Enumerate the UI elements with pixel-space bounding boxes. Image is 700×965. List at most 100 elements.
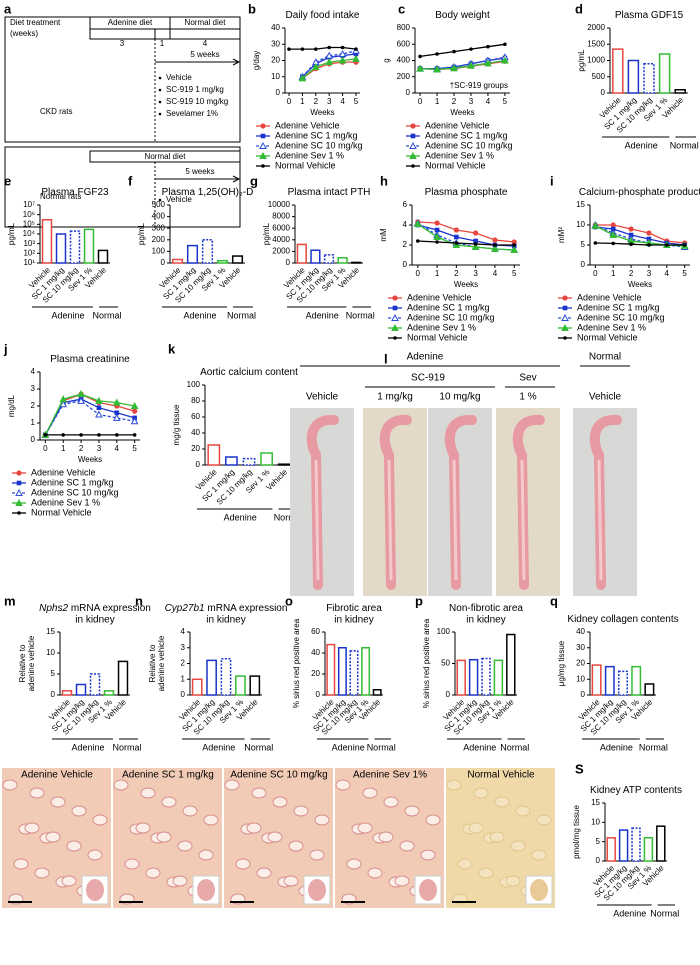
marker xyxy=(452,49,456,54)
legend-label: Adenine Vehicle xyxy=(425,120,490,130)
marker xyxy=(130,401,139,409)
marker xyxy=(609,230,618,238)
tubule xyxy=(156,831,172,843)
panel-label: f xyxy=(128,173,133,188)
y-tick-label: 8000 xyxy=(272,212,290,221)
marker xyxy=(591,221,600,229)
marker xyxy=(352,54,360,62)
x-tick-label: 4 xyxy=(486,97,491,106)
bar xyxy=(231,255,244,264)
panel-title: Adenine SC 1 mg/kg xyxy=(122,770,214,781)
legend-label: Normal Vehicle xyxy=(31,507,92,517)
diet: Adenine diet xyxy=(108,18,153,27)
bar xyxy=(493,659,504,696)
chart-title: Plasma GDF15 xyxy=(615,10,684,21)
inset-kidney xyxy=(308,879,326,901)
y-tick-label: 3 xyxy=(181,643,186,652)
aorta-shade xyxy=(452,459,458,581)
tubule xyxy=(87,849,103,861)
marker xyxy=(450,64,458,72)
panel-label: S xyxy=(575,761,584,776)
x-tick-label: 5 xyxy=(132,444,137,453)
marker xyxy=(112,413,121,421)
x-tick-label: 4 xyxy=(340,97,345,106)
tubule xyxy=(140,787,156,799)
legend-marker xyxy=(16,480,22,486)
marker xyxy=(682,243,687,247)
aorta-shade xyxy=(520,459,526,581)
tubule xyxy=(182,805,198,817)
panel-label: m xyxy=(4,593,16,608)
diet: Normal diet xyxy=(185,18,227,27)
marker xyxy=(130,417,139,425)
y-tick-label: 0 xyxy=(581,260,586,269)
legend-label: Adenine SC 1 mg/kg xyxy=(31,477,114,487)
tubule xyxy=(378,831,394,843)
title-gene: Cyp27b1 xyxy=(165,603,205,614)
x-tick-label: 3 xyxy=(97,444,102,453)
marker xyxy=(486,44,490,49)
panel-label: i xyxy=(550,173,554,188)
header: Diet treatment xyxy=(10,18,61,27)
chart-title: Non-fibrotic area xyxy=(449,603,523,614)
tubule xyxy=(71,805,87,817)
y-tick-label: 10 xyxy=(576,674,585,683)
panel-label: j xyxy=(3,341,8,356)
y-tick-label: 10 xyxy=(46,648,55,657)
y-tick-label: 500 xyxy=(592,72,606,81)
y-tick-label: 10⁴ xyxy=(23,229,36,238)
bar xyxy=(41,218,53,264)
bar xyxy=(206,659,217,696)
marker xyxy=(79,433,83,437)
aorta xyxy=(444,414,477,590)
marker xyxy=(300,47,305,51)
x-tick-label: 2 xyxy=(314,97,319,106)
treatment: Sevelamer 1% xyxy=(166,109,218,118)
marker xyxy=(114,410,120,416)
y-tick-label: 50 xyxy=(441,659,450,668)
treatment: SC-919 10 mg/kg xyxy=(166,97,228,106)
title-text: Plasma FGF23 xyxy=(41,187,109,198)
marker xyxy=(97,433,101,437)
header: Normal xyxy=(589,352,621,363)
x-tick-label: 3 xyxy=(327,97,332,106)
duration: 5 weeks xyxy=(185,167,214,176)
bar xyxy=(235,675,246,696)
header: (weeks) xyxy=(10,29,38,38)
aorta-shade xyxy=(597,459,603,581)
y-tick-label: 40 xyxy=(191,428,200,437)
bar xyxy=(83,228,95,264)
marker xyxy=(314,47,318,51)
y-tick-label: 400 xyxy=(397,56,411,65)
bar xyxy=(117,660,129,696)
y-tick-label: 10⁵ xyxy=(23,219,35,228)
bar xyxy=(191,678,203,696)
bar xyxy=(186,244,199,264)
chart-title: Fibrotic area xyxy=(326,603,382,614)
tubule xyxy=(510,840,526,852)
tubule xyxy=(177,840,193,852)
aorta-shade xyxy=(387,459,393,581)
aorta xyxy=(512,414,545,590)
x-axis-label: Weeks xyxy=(628,280,652,289)
group-label: Adenine xyxy=(71,742,104,752)
chart-title: Plasma creatinine xyxy=(50,354,130,365)
y-tick-label: 80 xyxy=(191,396,200,405)
legend-label: Adenine SC 10 mg/kg xyxy=(31,487,119,497)
legend-marker xyxy=(391,323,399,331)
y-axis-label: % sirius red positive area xyxy=(422,618,431,708)
legend-label: Normal Vehicle xyxy=(577,332,638,342)
title-gene: Nphs2 xyxy=(39,603,68,614)
marker xyxy=(353,51,359,57)
chart-title: Kidney collagen contents xyxy=(567,614,678,625)
marker xyxy=(61,433,66,437)
x-tick-label: 0 xyxy=(416,269,421,278)
title-text: Plasma intact PTH xyxy=(288,187,371,198)
panel-label: a xyxy=(4,1,12,16)
y-tick-label: 600 xyxy=(397,39,411,48)
y-axis-label: mg/g tissue xyxy=(172,404,181,445)
marker xyxy=(433,232,441,240)
y-tick-label: 5 xyxy=(51,669,56,678)
bar xyxy=(618,829,629,862)
title-text: Plasma phosphate xyxy=(425,187,508,198)
